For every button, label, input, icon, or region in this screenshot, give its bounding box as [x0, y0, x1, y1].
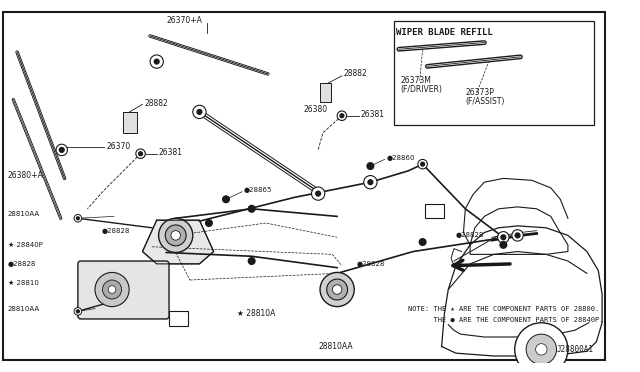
Circle shape	[165, 225, 186, 246]
Text: 26373P: 26373P	[465, 89, 494, 97]
Circle shape	[223, 196, 229, 203]
Circle shape	[418, 160, 428, 169]
Circle shape	[159, 218, 193, 253]
Circle shape	[154, 59, 159, 64]
Circle shape	[515, 323, 568, 372]
Circle shape	[150, 55, 163, 68]
Text: NOTE: THE ★ ARE THE COMPONENT PARTS OF 28800.: NOTE: THE ★ ARE THE COMPONENT PARTS OF 2…	[408, 305, 600, 311]
Circle shape	[420, 162, 424, 166]
Circle shape	[512, 230, 524, 241]
Text: J28800A1: J28800A1	[557, 345, 593, 354]
Circle shape	[171, 231, 180, 240]
Text: (F/ASSIST): (F/ASSIST)	[465, 97, 505, 106]
Text: ●28828: ●28828	[8, 261, 36, 267]
FancyBboxPatch shape	[78, 261, 169, 319]
Circle shape	[205, 220, 212, 226]
Circle shape	[76, 217, 79, 220]
Text: ★ 28810: ★ 28810	[8, 280, 38, 286]
Circle shape	[367, 163, 374, 169]
Text: 26370: 26370	[106, 142, 131, 151]
Circle shape	[60, 148, 64, 152]
Circle shape	[312, 187, 324, 200]
Text: 28882: 28882	[145, 99, 168, 108]
Text: ●28865: ●28865	[244, 187, 273, 193]
Text: 26381: 26381	[159, 148, 182, 157]
Circle shape	[501, 235, 506, 240]
Bar	[169, 311, 188, 326]
Circle shape	[337, 111, 347, 121]
Text: THE ● ARE THE COMPONENT PARTS OF 28840P.: THE ● ARE THE COMPONENT PARTS OF 28840P.	[408, 317, 604, 323]
Circle shape	[76, 310, 79, 313]
Circle shape	[536, 344, 547, 355]
Bar	[124, 112, 137, 133]
Circle shape	[139, 152, 143, 155]
Text: 28810AA: 28810AA	[318, 342, 353, 351]
Circle shape	[74, 308, 82, 315]
Text: ★ 28840P: ★ 28840P	[8, 242, 42, 248]
Circle shape	[108, 286, 116, 293]
Text: ●28828: ●28828	[456, 232, 484, 238]
Circle shape	[526, 334, 557, 365]
Circle shape	[332, 285, 342, 294]
Text: 26381: 26381	[361, 110, 385, 119]
Circle shape	[316, 191, 321, 196]
Text: 28810AA: 28810AA	[8, 211, 40, 217]
Text: ●28860: ●28860	[387, 154, 415, 160]
Text: 28882: 28882	[344, 70, 367, 78]
Bar	[394, 21, 593, 125]
Circle shape	[248, 258, 255, 264]
Circle shape	[364, 176, 377, 189]
Circle shape	[515, 233, 520, 238]
Text: (F/DRIVER): (F/DRIVER)	[401, 85, 443, 94]
Text: 26380+A: 26380+A	[8, 171, 44, 180]
Text: 26370+A: 26370+A	[166, 16, 202, 25]
Circle shape	[498, 232, 509, 243]
Text: A: A	[431, 207, 437, 216]
Circle shape	[136, 149, 145, 158]
Circle shape	[102, 280, 122, 299]
Circle shape	[74, 215, 82, 222]
Circle shape	[500, 241, 507, 248]
Circle shape	[340, 114, 344, 118]
Text: 28810AA: 28810AA	[8, 305, 40, 311]
Text: WIPER BLADE REFILL: WIPER BLADE REFILL	[396, 28, 493, 37]
Circle shape	[320, 272, 354, 307]
Bar	[424, 204, 444, 218]
Circle shape	[419, 239, 426, 246]
Text: ★ 28810A: ★ 28810A	[237, 309, 276, 318]
Bar	[320, 83, 332, 102]
Text: ●28828: ●28828	[356, 261, 385, 267]
Circle shape	[197, 109, 202, 114]
Circle shape	[368, 180, 372, 185]
Circle shape	[248, 205, 255, 212]
Circle shape	[193, 105, 206, 119]
Text: A: A	[175, 314, 182, 324]
Text: 26380: 26380	[304, 105, 328, 113]
Text: ●28828: ●28828	[102, 228, 130, 234]
Polygon shape	[143, 220, 214, 264]
Circle shape	[326, 279, 348, 300]
Text: 26373M: 26373M	[401, 76, 431, 85]
Circle shape	[56, 144, 67, 155]
Circle shape	[95, 272, 129, 307]
